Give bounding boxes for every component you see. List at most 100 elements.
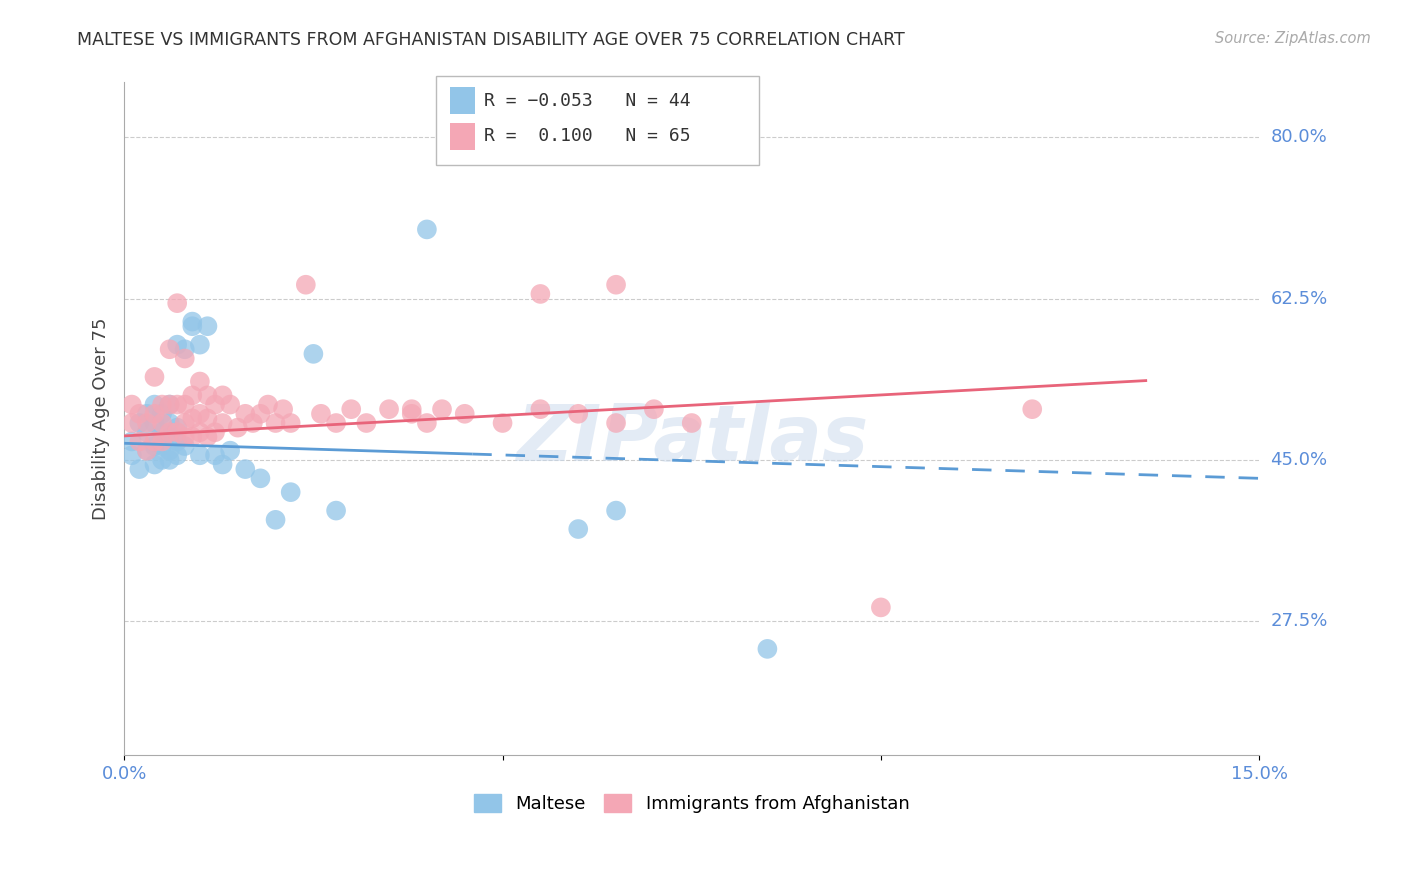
Point xyxy=(121,398,143,412)
Point xyxy=(605,277,627,292)
Point xyxy=(159,416,181,430)
Point xyxy=(204,425,226,440)
Point xyxy=(143,416,166,430)
Point xyxy=(188,337,211,351)
Point xyxy=(173,351,195,366)
Point xyxy=(567,522,589,536)
Text: ZIPatlas: ZIPatlas xyxy=(516,401,868,476)
Point xyxy=(211,388,233,402)
Point xyxy=(567,407,589,421)
Point xyxy=(325,503,347,517)
Text: MALTESE VS IMMIGRANTS FROM AFGHANISTAN DISABILITY AGE OVER 75 CORRELATION CHART: MALTESE VS IMMIGRANTS FROM AFGHANISTAN D… xyxy=(77,31,905,49)
Point xyxy=(143,439,166,453)
Point xyxy=(159,430,181,444)
Point xyxy=(188,375,211,389)
Point xyxy=(159,398,181,412)
Point xyxy=(356,416,378,430)
Point xyxy=(197,430,219,444)
Point xyxy=(181,388,204,402)
Point xyxy=(197,319,219,334)
Point xyxy=(173,416,195,430)
Point xyxy=(135,416,157,430)
Point xyxy=(166,425,188,440)
Text: 62.5%: 62.5% xyxy=(1271,290,1327,308)
Point xyxy=(257,398,280,412)
Text: R =  0.100   N = 65: R = 0.100 N = 65 xyxy=(484,128,690,145)
Point xyxy=(135,407,157,421)
Point xyxy=(159,398,181,412)
Point xyxy=(264,416,287,430)
Point xyxy=(529,287,551,301)
Point xyxy=(166,398,188,412)
Point xyxy=(416,416,439,430)
Point xyxy=(166,337,188,351)
Point xyxy=(173,439,195,453)
Point xyxy=(309,407,332,421)
Point xyxy=(121,434,143,449)
Point xyxy=(173,343,195,357)
Point xyxy=(143,407,166,421)
Point xyxy=(264,513,287,527)
Point xyxy=(211,458,233,472)
Point xyxy=(529,402,551,417)
Point xyxy=(454,407,477,421)
Point xyxy=(211,416,233,430)
Point xyxy=(204,398,226,412)
Point xyxy=(143,434,166,449)
Point xyxy=(173,430,195,444)
Point xyxy=(121,416,143,430)
Point xyxy=(181,315,204,329)
Point xyxy=(756,641,779,656)
Point xyxy=(870,600,893,615)
Point xyxy=(159,443,181,458)
Point xyxy=(280,485,302,500)
Point xyxy=(181,411,204,425)
Point xyxy=(340,402,363,417)
Point xyxy=(605,503,627,517)
Point xyxy=(150,407,173,421)
Point xyxy=(249,407,271,421)
Text: Source: ZipAtlas.com: Source: ZipAtlas.com xyxy=(1215,31,1371,46)
Point xyxy=(143,458,166,472)
Point xyxy=(1021,402,1043,417)
Point xyxy=(135,425,157,440)
Point xyxy=(233,462,256,476)
Point xyxy=(166,420,188,434)
Point xyxy=(491,416,513,430)
Point xyxy=(166,296,188,310)
Point xyxy=(135,443,157,458)
Point xyxy=(135,443,157,458)
Point xyxy=(204,448,226,462)
Point xyxy=(150,434,173,449)
Point xyxy=(173,398,195,412)
Text: 80.0%: 80.0% xyxy=(1271,128,1327,146)
Point xyxy=(181,430,204,444)
Y-axis label: Disability Age Over 75: Disability Age Over 75 xyxy=(93,318,110,520)
Point xyxy=(280,416,302,430)
Point xyxy=(401,402,423,417)
Point xyxy=(430,402,453,417)
Point xyxy=(416,222,439,236)
Point xyxy=(150,425,173,440)
Point xyxy=(643,402,665,417)
Point xyxy=(128,416,150,430)
Point xyxy=(166,434,188,449)
Legend: Maltese, Immigrants from Afghanistan: Maltese, Immigrants from Afghanistan xyxy=(474,794,910,814)
Point xyxy=(197,411,219,425)
Point xyxy=(188,425,211,440)
Point xyxy=(242,416,264,430)
Point xyxy=(226,420,249,434)
Point xyxy=(150,398,173,412)
Point xyxy=(188,407,211,421)
Point xyxy=(188,448,211,462)
Point xyxy=(378,402,401,417)
Point xyxy=(143,398,166,412)
Point xyxy=(605,416,627,430)
Point xyxy=(150,439,173,453)
Point xyxy=(150,453,173,467)
Point xyxy=(159,453,181,467)
Point xyxy=(271,402,294,417)
Point xyxy=(249,471,271,485)
Text: 45.0%: 45.0% xyxy=(1271,450,1327,469)
Point xyxy=(681,416,703,430)
